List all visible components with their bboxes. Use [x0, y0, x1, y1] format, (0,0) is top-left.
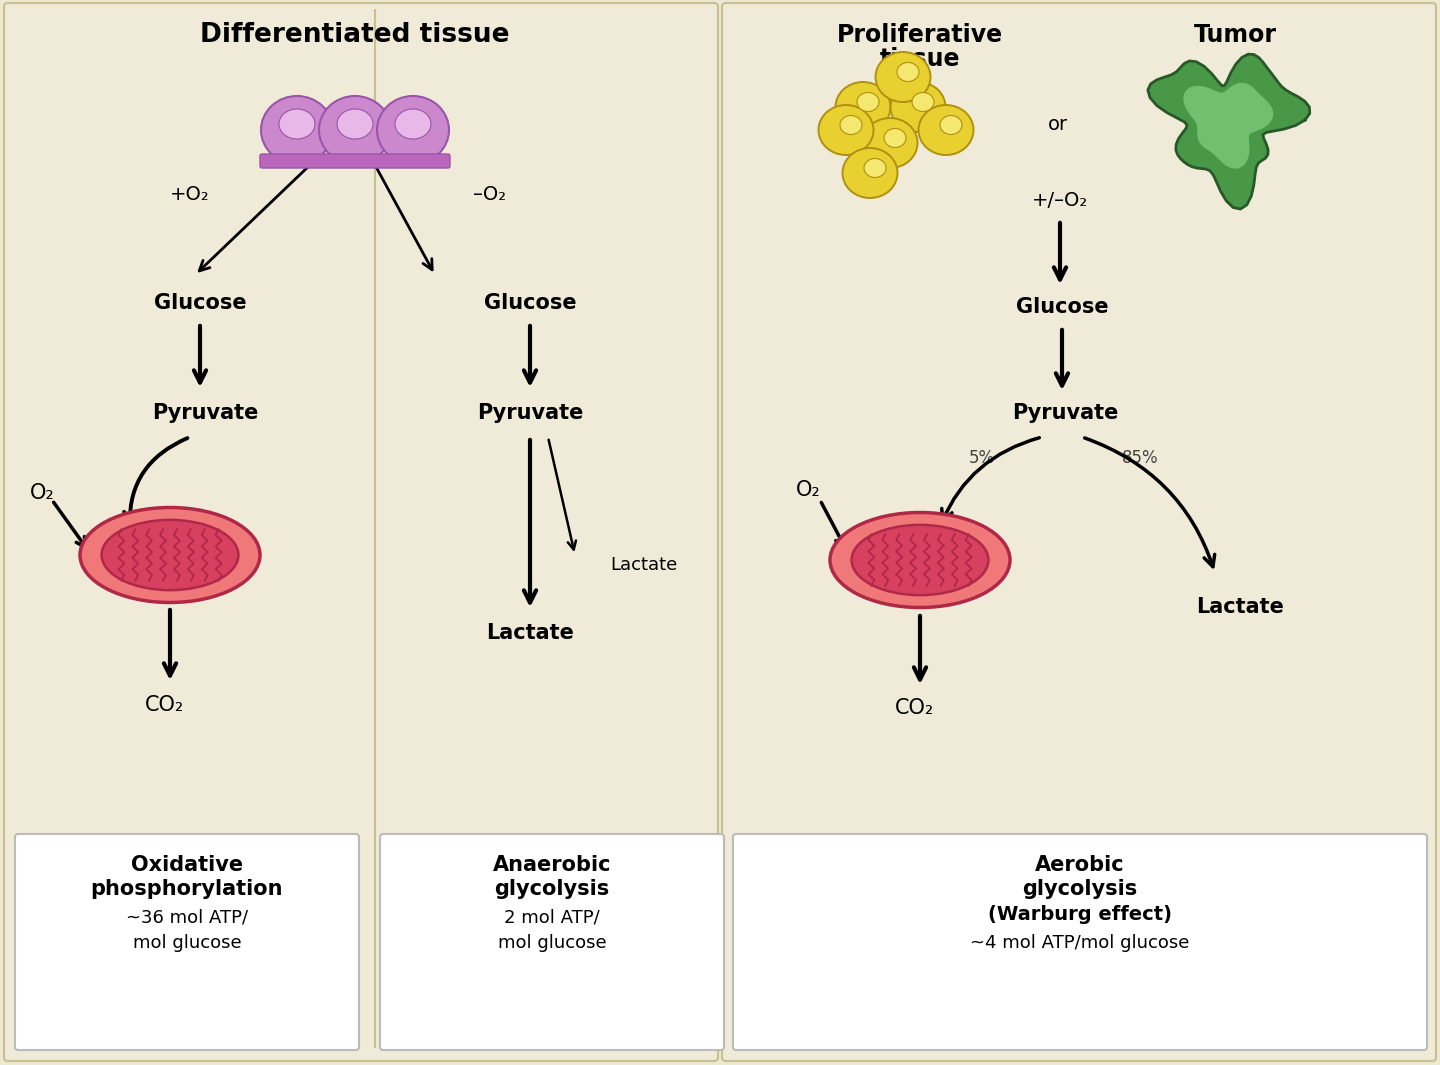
Ellipse shape: [851, 525, 988, 595]
Text: –O₂: –O₂: [474, 185, 507, 204]
FancyBboxPatch shape: [4, 3, 719, 1061]
Text: Glucose: Glucose: [484, 293, 576, 313]
Text: Lactate: Lactate: [487, 623, 575, 643]
Text: tissue: tissue: [880, 47, 960, 71]
Text: glycolysis: glycolysis: [494, 879, 609, 899]
Ellipse shape: [919, 105, 973, 155]
Ellipse shape: [818, 105, 874, 155]
Text: Pyruvate: Pyruvate: [151, 403, 258, 423]
Text: glycolysis: glycolysis: [1022, 879, 1138, 899]
Ellipse shape: [864, 159, 886, 178]
Ellipse shape: [876, 52, 930, 102]
Polygon shape: [1148, 54, 1310, 209]
Text: (Warburg effect): (Warburg effect): [988, 905, 1172, 924]
Text: CO₂: CO₂: [145, 695, 184, 715]
FancyBboxPatch shape: [721, 3, 1436, 1061]
Ellipse shape: [102, 520, 239, 590]
Text: 5%: 5%: [969, 449, 995, 466]
Ellipse shape: [884, 129, 906, 147]
Ellipse shape: [940, 115, 962, 134]
Text: Glucose: Glucose: [1015, 297, 1109, 317]
Text: Tumor: Tumor: [1194, 23, 1276, 47]
FancyBboxPatch shape: [14, 834, 359, 1050]
Ellipse shape: [842, 148, 897, 198]
Ellipse shape: [320, 96, 392, 164]
Ellipse shape: [377, 96, 449, 164]
Ellipse shape: [337, 109, 373, 140]
Text: O₂: O₂: [30, 484, 55, 503]
Text: Proliferative: Proliferative: [837, 23, 1004, 47]
Text: or: or: [1048, 115, 1068, 134]
Polygon shape: [1184, 83, 1273, 168]
Text: +O₂: +O₂: [170, 185, 210, 204]
Text: 85%: 85%: [1122, 449, 1158, 466]
Ellipse shape: [395, 109, 431, 140]
Ellipse shape: [912, 93, 935, 112]
Ellipse shape: [863, 118, 917, 168]
Text: Pyruvate: Pyruvate: [1012, 403, 1119, 423]
Text: +/–O₂: +/–O₂: [1032, 191, 1089, 210]
Ellipse shape: [857, 93, 878, 112]
Text: O₂: O₂: [795, 480, 821, 499]
FancyBboxPatch shape: [380, 834, 724, 1050]
Ellipse shape: [835, 82, 890, 132]
Ellipse shape: [829, 512, 1009, 607]
Ellipse shape: [261, 96, 333, 164]
Ellipse shape: [890, 82, 946, 132]
Text: Glucose: Glucose: [154, 293, 246, 313]
Text: Lactate: Lactate: [1197, 597, 1284, 617]
Text: Lactate: Lactate: [611, 556, 677, 574]
FancyBboxPatch shape: [261, 154, 449, 168]
Text: mol glucose: mol glucose: [132, 934, 242, 952]
Text: ~4 mol ATP/mol glucose: ~4 mol ATP/mol glucose: [971, 934, 1189, 952]
Text: CO₂: CO₂: [896, 698, 935, 718]
Text: Differentiated tissue: Differentiated tissue: [200, 22, 510, 48]
FancyBboxPatch shape: [733, 834, 1427, 1050]
Text: Aerobic: Aerobic: [1035, 855, 1125, 875]
Ellipse shape: [81, 508, 261, 603]
Ellipse shape: [279, 109, 315, 140]
Text: Pyruvate: Pyruvate: [477, 403, 583, 423]
Text: ~36 mol ATP/: ~36 mol ATP/: [125, 908, 248, 925]
Ellipse shape: [897, 63, 919, 82]
Text: Anaerobic: Anaerobic: [492, 855, 611, 875]
Text: phosphorylation: phosphorylation: [91, 879, 284, 899]
Text: mol glucose: mol glucose: [498, 934, 606, 952]
Ellipse shape: [840, 115, 863, 134]
Text: 2 mol ATP/: 2 mol ATP/: [504, 908, 600, 925]
Text: Oxidative: Oxidative: [131, 855, 243, 875]
